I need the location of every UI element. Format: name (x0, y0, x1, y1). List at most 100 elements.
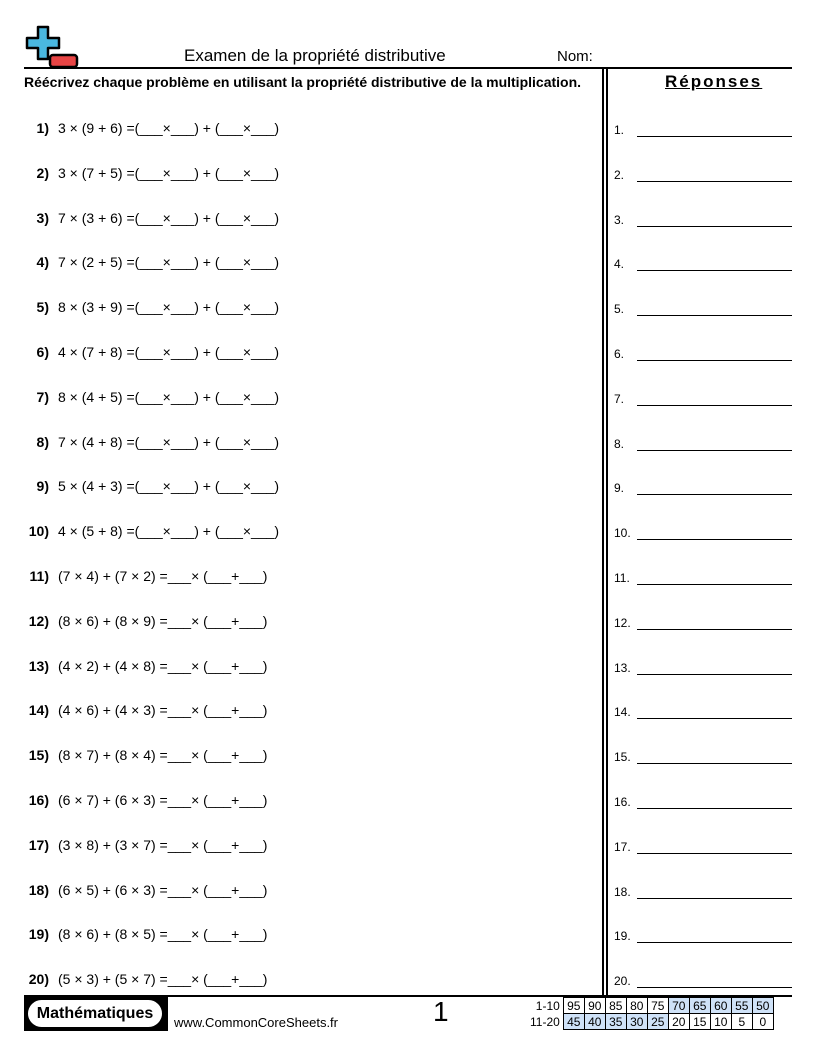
problem-text: 4 × (7 + 8) =(___×___) + (___×___) (58, 344, 280, 360)
answer-label: 12. (614, 615, 631, 630)
problem-item: 20) (5 × 3) + (5 × 7) =___× (___+___) (24, 971, 268, 987)
answer-item: 2. (614, 168, 792, 182)
score-cell: 15 (688, 1013, 711, 1030)
answer-label: 13. (614, 660, 631, 675)
answer-label: 7. (614, 391, 625, 406)
answer-item: 10. (614, 526, 792, 541)
answer-label: 3. (614, 212, 625, 227)
problem-number: 2) (36, 164, 49, 181)
answer-line[interactable] (637, 673, 792, 675)
answer-line[interactable] (637, 763, 792, 765)
score-table: 1-10 95 90 85 80 75 70 65 60 55 50 11-20 45 40 35 30 25 2… (528, 997, 774, 1030)
answer-line[interactable] (637, 315, 792, 317)
problem-number: 16) (28, 792, 49, 808)
column-divider (606, 68, 608, 996)
problem-number: 4) (36, 254, 49, 271)
answer-line[interactable] (637, 270, 792, 272)
answer-item: 14. (614, 705, 792, 720)
problem-number: 13) (28, 657, 49, 674)
answer-item: 6. (614, 347, 792, 361)
answer-line[interactable] (637, 584, 792, 585)
answer-label: 9. (614, 481, 625, 496)
problem-number: 19) (28, 926, 49, 943)
problem-text: 3 × (9 + 6) =(___×___) + (___×___) (58, 120, 280, 136)
subject-badge: Mathématiques (24, 997, 168, 1031)
answer-line[interactable] (637, 360, 792, 361)
problem-item: 5) 8 × (3 + 9) =(___×___) + (___×___) (24, 299, 280, 316)
worksheet-title: Examen de la propriété distributive (184, 46, 446, 65)
answer-line[interactable] (637, 136, 792, 137)
problem-item: 4) 7 × (2 + 5) =(___×___) + (___×___) (24, 254, 280, 271)
answer-item: 17. (614, 840, 792, 854)
problem-number: 6) (36, 344, 49, 360)
answer-line[interactable] (637, 494, 792, 496)
answer-item: 12. (614, 616, 792, 630)
score-cell: 80 (625, 997, 648, 1014)
score-cell: 85 (604, 997, 627, 1014)
answer-label: 17. (614, 839, 631, 854)
score-cell: 0 (751, 1013, 774, 1030)
answer-label: 6. (614, 347, 625, 361)
problem-item: 16) (6 × 7) + (6 × 3) =___× (___+___) (24, 792, 268, 808)
problem-text: 7 × (3 + 6) =(___×___) + (___×___) (58, 209, 280, 226)
problem-text: (8 × 7) + (8 × 4) =___× (___+___) (58, 747, 268, 764)
problem-text: (4 × 6) + (4 × 3) =___× (___+___) (58, 702, 268, 719)
problem-number: 18) (28, 881, 49, 898)
score-cell: 60 (709, 997, 732, 1014)
answer-label: 8. (614, 436, 625, 451)
score-cell: 20 (667, 1013, 690, 1030)
problem-item: 3) 7 × (3 + 6) =(___×___) + (___×___) (24, 209, 280, 226)
problem-text: 5 × (4 + 3) =(___×___) + (___×___) (58, 478, 280, 495)
answer-line[interactable] (637, 539, 792, 541)
problem-item: 1) 3 × (9 + 6) =(___×___) + (___×___) (24, 120, 280, 136)
problem-text: (8 × 6) + (8 × 5) =___× (___+___) (58, 926, 268, 943)
answer-item: 9. (614, 481, 792, 496)
answer-line[interactable] (637, 852, 792, 854)
answer-line[interactable] (637, 180, 792, 182)
score-cell: 95 (562, 997, 585, 1014)
score-cell: 5 (730, 1013, 753, 1030)
answer-item: 13. (614, 661, 792, 675)
problem-number: 15) (28, 747, 49, 764)
plus-minus-logo-icon (25, 25, 79, 69)
answer-label: 15. (614, 750, 631, 765)
problem-number: 5) (36, 299, 49, 316)
answer-line[interactable] (637, 897, 792, 899)
answer-line[interactable] (637, 449, 792, 451)
answer-label: 10. (614, 526, 631, 541)
problem-number: 1) (36, 120, 49, 136)
problem-item: 2) 3 × (7 + 5) =(___×___) + (___×___) (24, 164, 280, 181)
answer-label: 2. (614, 167, 625, 182)
answer-line[interactable] (637, 718, 792, 720)
answer-line[interactable] (637, 942, 792, 944)
problem-text: (4 × 2) + (4 × 8) =___× (___+___) (58, 657, 268, 674)
score-cell: 70 (667, 997, 690, 1014)
score-cell: 65 (688, 997, 711, 1014)
problem-item: 6) 4 × (7 + 8) =(___×___) + (___×___) (24, 344, 280, 360)
score-row-label: 1-10 (535, 998, 560, 1013)
divider (24, 67, 792, 69)
answers-heading: Réponses (665, 72, 763, 91)
answer-label: 5. (614, 302, 625, 317)
answer-line[interactable] (637, 628, 792, 630)
answer-line[interactable] (637, 808, 792, 809)
answer-line[interactable] (637, 225, 792, 227)
problem-item: 17) (3 × 8) + (3 × 7) =___× (___+___) (24, 837, 268, 853)
problem-text: 4 × (5 + 8) =(___×___) + (___×___) (58, 523, 280, 540)
answer-item: 5. (614, 302, 792, 317)
score-row: 11-20 45 40 35 30 25 20 15 10 5 0 (528, 1013, 774, 1030)
instructions: Réécrivez chaque problème en utilisant l… (24, 74, 582, 90)
answer-line[interactable] (637, 404, 792, 406)
answer-label: 18. (614, 884, 631, 899)
answer-line[interactable] (637, 987, 792, 989)
problem-number: 3) (36, 209, 49, 226)
column-divider (602, 68, 604, 996)
score-cell: 25 (646, 1013, 669, 1030)
problem-item: 9) 5 × (4 + 3) =(___×___) + (___×___) (24, 478, 280, 495)
answer-item: 11. (614, 571, 792, 585)
problem-text: (6 × 5) + (6 × 3) =___× (___+___) (58, 881, 268, 898)
answer-item: 19. (614, 929, 792, 944)
problem-item: 14) (4 × 6) + (4 × 3) =___× (___+___) (24, 702, 268, 719)
answer-item: 1. (614, 123, 792, 137)
